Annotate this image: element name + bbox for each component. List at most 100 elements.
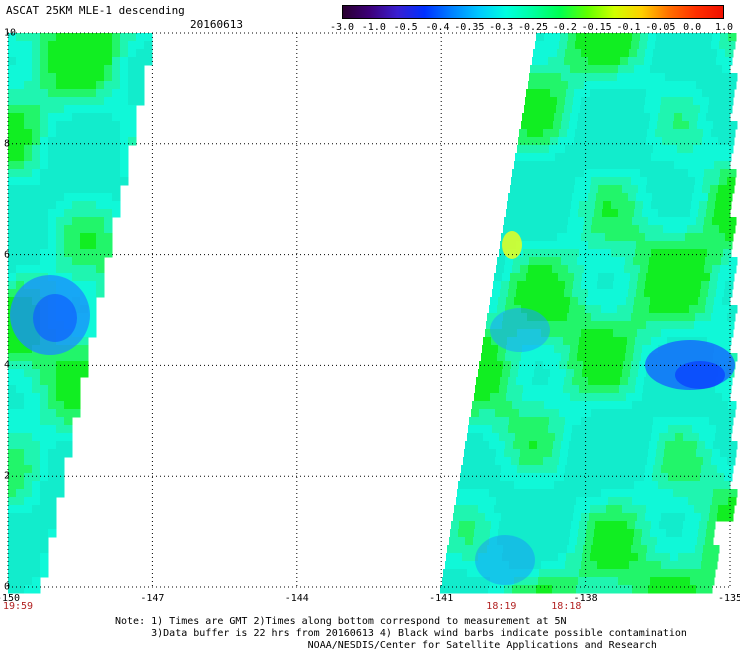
swath-cell	[632, 585, 641, 594]
swath-cell	[499, 521, 508, 530]
swath-cell	[72, 185, 81, 194]
swath-cell	[615, 545, 624, 554]
swath-cell	[664, 265, 673, 274]
swath-cell	[721, 305, 730, 314]
swath-cell	[72, 41, 81, 50]
swath-cell	[8, 169, 17, 178]
swath-cell	[8, 409, 17, 418]
swath-cell	[40, 121, 49, 130]
swath-cell	[502, 273, 511, 282]
swath-cell	[472, 401, 481, 410]
swath-cell	[594, 209, 603, 218]
swath-cell	[572, 473, 581, 482]
swath-cell	[666, 209, 675, 218]
swath-cell	[522, 577, 531, 586]
swath-cell	[640, 585, 649, 594]
swath-cell	[642, 209, 651, 218]
swath-cell	[498, 529, 507, 538]
swath-cell	[493, 561, 502, 570]
swath-cell	[685, 329, 694, 338]
swath-cell	[80, 281, 89, 290]
swath-cell	[672, 169, 681, 178]
swath-cell	[567, 457, 576, 466]
swath-cell	[596, 473, 605, 482]
swath-cell	[467, 521, 476, 530]
swath-cell	[669, 49, 678, 58]
swath-cell	[574, 185, 583, 194]
swath-cell	[96, 153, 105, 162]
swath-cell	[714, 161, 723, 170]
swath-cell	[40, 465, 49, 474]
swath-cell	[676, 473, 685, 482]
swath-cell	[614, 553, 623, 562]
swath-cell	[492, 289, 501, 298]
swath-cell	[56, 145, 65, 154]
swath-cell	[64, 417, 73, 426]
swath-cell	[615, 41, 624, 50]
swath-cell	[625, 537, 634, 546]
swath-cell	[48, 513, 57, 522]
swath-cell	[677, 465, 686, 474]
swath-cell	[594, 297, 603, 306]
swath-cell	[549, 513, 558, 522]
swath-cell	[16, 89, 25, 98]
swath-cell	[610, 65, 619, 74]
swath-cell	[624, 401, 633, 410]
swath-cell	[458, 529, 467, 538]
swath-cell	[8, 481, 17, 490]
swath-cell	[549, 97, 558, 106]
swath-cell	[594, 161, 603, 170]
swath-cell	[717, 329, 726, 338]
swath-cell	[548, 289, 557, 298]
swath-cell	[519, 361, 528, 370]
swath-cell	[507, 521, 516, 530]
swath-cell	[727, 129, 736, 138]
swath-cell	[596, 105, 605, 114]
low-value-patch	[33, 294, 77, 342]
swath-cell	[529, 489, 538, 498]
swath-cell	[8, 489, 17, 498]
swath-cell	[638, 369, 647, 378]
swath-cell	[709, 465, 718, 474]
swath-cell	[559, 545, 568, 554]
swath-cell	[728, 401, 737, 410]
swath-cell	[96, 249, 105, 258]
swath-cell	[619, 153, 628, 162]
swath-cell	[629, 465, 638, 474]
swath-cell	[561, 305, 570, 314]
swath-cell	[24, 249, 33, 258]
swath-cell	[573, 97, 582, 106]
swath-cell	[612, 57, 621, 66]
swath-cell	[32, 393, 41, 402]
swath-cell	[601, 257, 610, 266]
swath-cell	[56, 241, 65, 250]
swath-cell	[120, 105, 129, 114]
swath-cell	[579, 521, 588, 530]
swath-cell	[24, 577, 33, 586]
swath-cell	[32, 537, 41, 546]
swath-cell	[696, 81, 705, 90]
swath-cell	[483, 385, 492, 394]
swath-cell	[465, 441, 474, 450]
swath-cell	[601, 121, 610, 130]
swath-cell	[708, 289, 717, 298]
swath-cell	[136, 89, 145, 98]
swath-cell	[48, 393, 57, 402]
swath-cell	[72, 401, 81, 410]
swath-cell	[609, 537, 618, 546]
swath-cell	[630, 137, 639, 146]
swath-cell	[32, 129, 41, 138]
swath-cell	[523, 569, 532, 578]
swath-cell	[657, 305, 666, 314]
swath-cell	[590, 137, 599, 146]
swath-cell	[16, 465, 25, 474]
swath-cell	[469, 561, 478, 570]
swath-cell	[692, 425, 701, 434]
swath-cell	[654, 505, 663, 514]
swath-cell	[112, 185, 121, 194]
swath-cell	[488, 497, 497, 506]
swath-cell	[636, 473, 645, 482]
swath-cell	[589, 513, 598, 522]
swath-cell	[611, 385, 620, 394]
swath-cell	[8, 177, 17, 186]
